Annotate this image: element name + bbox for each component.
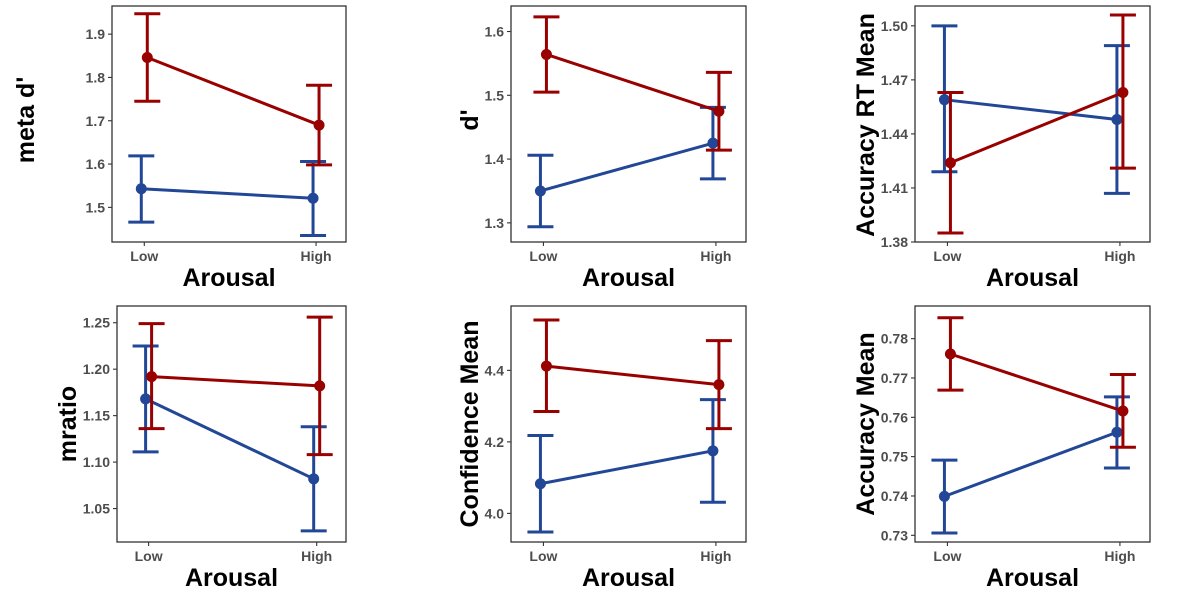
y-axis-title: Confidence Mean [456, 321, 484, 528]
data-point [707, 445, 719, 457]
y-tick-label: 1.7 [86, 113, 106, 129]
series-1-line [944, 98, 1118, 121]
x-tick-label: Low [130, 248, 158, 264]
y-tick-label: 1.41 [881, 180, 908, 196]
data-point [540, 360, 552, 372]
panel-6-frame [914, 305, 1151, 543]
y-tick-label: 1.10 [83, 454, 110, 470]
x-axis-title: Arousal [582, 564, 675, 592]
series-1-line [943, 430, 1118, 498]
series-1-line [144, 397, 315, 481]
series-2-line [546, 364, 720, 387]
y-tick-label: 0.77 [881, 370, 908, 386]
series-2-line [545, 53, 720, 113]
data-point [1117, 405, 1129, 417]
data-point [938, 94, 950, 106]
x-tick-label: Low [933, 248, 961, 264]
data-point [534, 185, 546, 197]
x-axis-title: Arousal [182, 264, 275, 292]
y-axis-title: Accuracy Mean [852, 332, 880, 515]
y-tick-label: 0.73 [881, 527, 908, 543]
x-tick-label: Low [135, 548, 163, 564]
y-tick-label: 1.44 [881, 126, 908, 142]
data-point [944, 348, 956, 360]
x-axis-title: Arousal [185, 564, 278, 592]
y-tick-label: 1.50 [881, 18, 908, 34]
y-tick-label: 1.47 [881, 72, 908, 88]
x-tick-label: High [1104, 548, 1135, 564]
data-point [534, 478, 546, 490]
panel-3-frame [914, 5, 1151, 243]
x-tick-label: Low [529, 548, 557, 564]
data-point [938, 490, 950, 502]
y-tick-label: 1.6 [86, 156, 106, 172]
y-tick-label: 1.20 [83, 361, 110, 377]
y-tick-label: 1.38 [881, 234, 908, 250]
x-tick-label: High [700, 548, 731, 564]
data-point [713, 105, 725, 117]
y-axis-title: d' [456, 109, 484, 130]
x-tick-label: High [300, 248, 331, 264]
data-point [135, 183, 147, 195]
data-point [1111, 426, 1123, 438]
x-tick-label: Low [933, 548, 961, 564]
y-tick-label: 1.05 [83, 501, 110, 517]
data-point [313, 119, 325, 131]
series-1-line [141, 187, 314, 200]
panel-2-frame [510, 5, 747, 243]
data-point [1111, 113, 1123, 125]
y-tick-label: 1.25 [83, 315, 110, 331]
y-tick-label: 4.4 [485, 362, 505, 378]
x-tick-label: High [1104, 248, 1135, 264]
y-tick-label: 1.4 [485, 151, 505, 167]
y-tick-label: 0.76 [881, 409, 908, 425]
y-tick-label: 1.9 [86, 26, 106, 42]
data-point [146, 371, 158, 383]
y-tick-label: 0.74 [881, 488, 908, 504]
data-point [308, 473, 320, 485]
x-tick-label: Low [529, 248, 557, 264]
panel-1-frame [111, 5, 347, 243]
series-2-line [146, 56, 320, 127]
x-tick-label: High [700, 248, 731, 264]
y-tick-label: 4.2 [485, 434, 505, 450]
y-tick-label: 0.78 [881, 331, 908, 347]
series-2-line [949, 91, 1124, 165]
data-point [944, 157, 956, 169]
data-point [707, 137, 719, 149]
y-tick-label: 1.3 [485, 215, 505, 231]
x-axis-title: Arousal [986, 564, 1079, 592]
y-axis-title: meta d' [12, 77, 40, 164]
y-tick-label: 1.5 [485, 87, 505, 103]
y-tick-label: 0.75 [881, 449, 908, 465]
data-point [713, 379, 725, 391]
series-2-line [151, 375, 320, 388]
y-axis-title: Accuracy RT Mean [852, 13, 880, 237]
data-point [307, 192, 319, 204]
x-axis-title: Arousal [582, 264, 675, 292]
series-2-line [949, 352, 1124, 413]
data-point [540, 48, 552, 60]
y-tick-label: 1.5 [86, 199, 106, 215]
x-axis-title: Arousal [986, 264, 1079, 292]
panel-4-frame [116, 305, 347, 543]
y-tick-label: 1.15 [83, 408, 110, 424]
series-1-line [540, 449, 714, 486]
y-tick-label: 4.0 [485, 505, 505, 521]
data-point [141, 52, 153, 64]
y-tick-label: 1.6 [485, 24, 505, 40]
data-point [314, 380, 326, 392]
y-axis-title: mratio [54, 386, 82, 462]
panel-5-frame [510, 305, 747, 543]
data-point [1117, 86, 1129, 98]
data-point [140, 393, 152, 405]
x-tick-label: High [301, 548, 332, 564]
y-tick-label: 1.8 [86, 69, 106, 85]
series-1-line [540, 141, 714, 193]
